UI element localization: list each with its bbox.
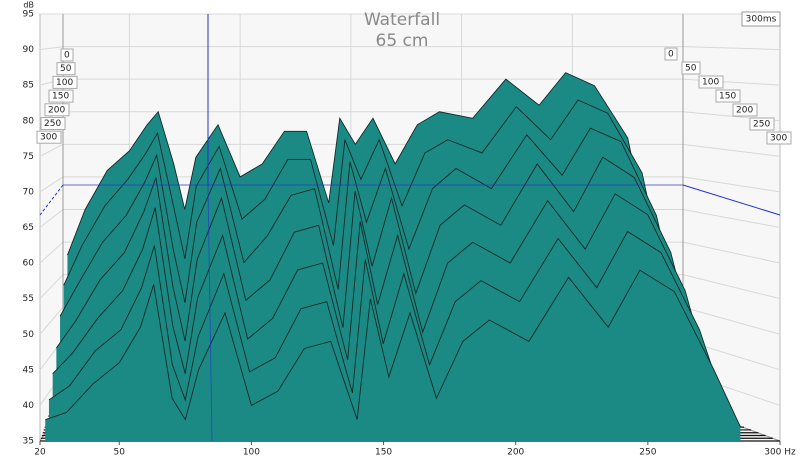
y-tick-label: 70 [23,187,35,197]
grid-line [682,176,781,193]
slice-line [52,193,711,381]
time-label-box [60,48,74,62]
time-label-box [40,117,66,130]
time-label: 250 [753,120,770,130]
y-tick-label: 95 [23,10,34,20]
y-tick-label: 35 [23,437,34,447]
chart-subtitle: 65 cm [376,31,429,51]
grid-line [682,143,781,157]
time-label: 100 [56,78,73,88]
grid-line [39,143,64,157]
slices [45,72,741,441]
grid-line [682,306,781,335]
grid-line [39,241,64,264]
slice-line [63,99,666,286]
slice-line [67,72,651,256]
label-box [741,11,781,27]
time-label: 50 [60,64,72,74]
slice-line [59,127,681,317]
time-end-label: 300ms [746,15,777,25]
time-label-box [749,117,775,131]
time-label-box [56,62,76,76]
grid-line [39,274,64,300]
time-label: 150 [719,92,736,102]
x-tick-label: 300 Hz [764,448,796,458]
grid-line [39,176,64,193]
time-label: 0 [64,51,70,61]
chart-title: Waterfall [364,10,440,30]
y-tick-label: 65 [23,223,34,233]
slice-area [45,270,741,441]
grid-line [682,209,781,228]
y-tick-label: 60 [23,259,35,269]
time-label: 150 [52,92,69,102]
cursor-line [207,184,213,442]
y-tick-label: 50 [23,330,35,340]
slice-line [48,230,726,408]
x-tick-label: 200 [507,448,524,458]
y-tick-label: 80 [23,116,35,126]
time-label: 200 [48,105,65,115]
y-tick-label: 90 [23,45,35,55]
time-label: 0 [668,50,674,60]
time-label: 200 [736,106,753,116]
time-label: 50 [685,64,697,74]
y-tick-label: 55 [23,294,34,304]
time-label: 300 [770,134,787,144]
cursor-line [39,184,64,216]
x-tick-label: 250 [639,448,656,458]
time-label-box [698,75,724,89]
time-label-box [681,61,701,75]
cursor-line [682,184,781,216]
x-tick-label: 50 [114,448,126,458]
grid-line [39,306,64,335]
grid-line [39,209,64,228]
grid-line [682,241,781,264]
time-label: 250 [44,119,61,129]
time-label-box [48,89,74,103]
grid-line [682,46,781,51]
time-label-box [664,47,678,61]
y-tick-label: 75 [23,152,34,162]
y-tick-label: 40 [23,401,35,411]
time-label-box [766,131,792,145]
grid-line [39,46,64,51]
grid-line [682,274,781,300]
x-tick-label: 100 [243,448,260,458]
time-label: 100 [702,78,719,88]
time-label-box [732,103,758,117]
time-label-box [44,103,70,117]
y-tick-label: 45 [23,365,34,375]
y-axis-label: dB [23,1,34,10]
time-label: 300 [40,133,57,143]
time-label-box [715,89,741,103]
x-tick-label: 20 [34,448,46,458]
slice-line [45,269,741,427]
x-tick-label: 150 [375,448,392,458]
slice-line [55,156,696,349]
y-tick-label: 85 [23,81,34,91]
time-label-box [52,75,78,89]
time-label-box [36,130,62,144]
